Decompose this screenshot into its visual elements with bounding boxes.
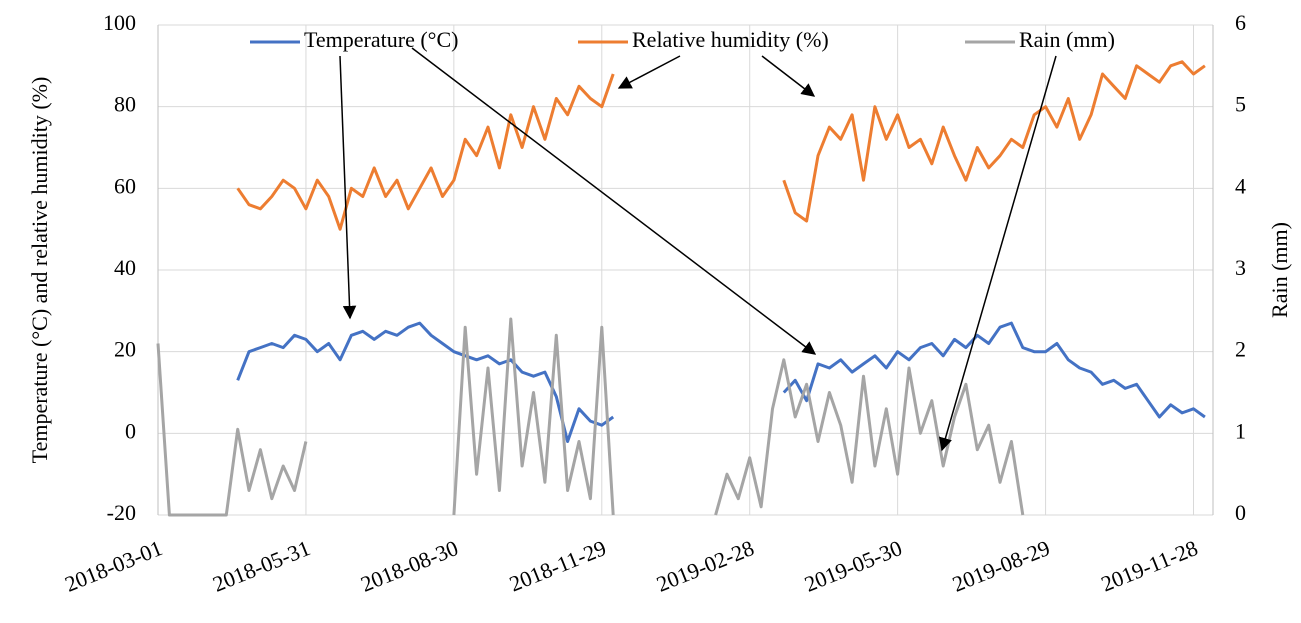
x-tick-label: 2018-03-01 (61, 535, 166, 597)
y2-tick-label: 3 (1235, 255, 1246, 280)
legend-label: Relative humidity (%) (632, 27, 829, 52)
y-tick-label: -20 (107, 500, 136, 525)
x-tick-label: 2018-08-30 (357, 535, 462, 597)
x-tick-label: 2019-11-28 (1097, 535, 1201, 596)
y-tick-label: 60 (114, 173, 136, 198)
y-tick-label: 100 (103, 10, 136, 35)
annotation-arrows (339, 47, 1057, 452)
series (156, 60, 1206, 517)
x-tick-label: 2019-02-28 (653, 535, 758, 597)
legend-label: Rain (mm) (1019, 27, 1115, 52)
x-tick-label: 2019-05-30 (801, 535, 906, 597)
arrow (761, 55, 816, 97)
x-tick-label: 2018-11-29 (506, 535, 610, 596)
y2-axis-label: Rain (mm) (1267, 222, 1292, 318)
y2-tick-label: 4 (1235, 173, 1246, 198)
arrow (617, 55, 681, 89)
y-tick-label: 80 (114, 92, 136, 117)
arrow (938, 55, 1057, 452)
grid (157, 24, 1214, 516)
y2-tick-label: 5 (1235, 92, 1246, 117)
legend-label: Temperature (°C) (304, 27, 458, 52)
y-tick-label: 0 (125, 418, 136, 443)
series-line (236, 60, 1206, 231)
y-tick-label: 20 (114, 337, 136, 362)
y-axis-label: Temperature (°C) and relative humidity (… (27, 77, 52, 464)
x-tick-label: 2018-05-31 (209, 535, 314, 597)
series-line (236, 321, 1206, 443)
series-line (156, 317, 1025, 517)
arrow (411, 47, 817, 355)
y2-tick-label: 0 (1235, 500, 1246, 525)
arrow (339, 55, 357, 320)
y2-tick-label: 1 (1235, 418, 1246, 443)
y2-tick-label: 6 (1235, 10, 1246, 35)
x-tick-label: 2019-08-29 (949, 535, 1054, 597)
y-tick-label: 40 (114, 255, 136, 280)
y2-tick-label: 2 (1235, 337, 1246, 362)
